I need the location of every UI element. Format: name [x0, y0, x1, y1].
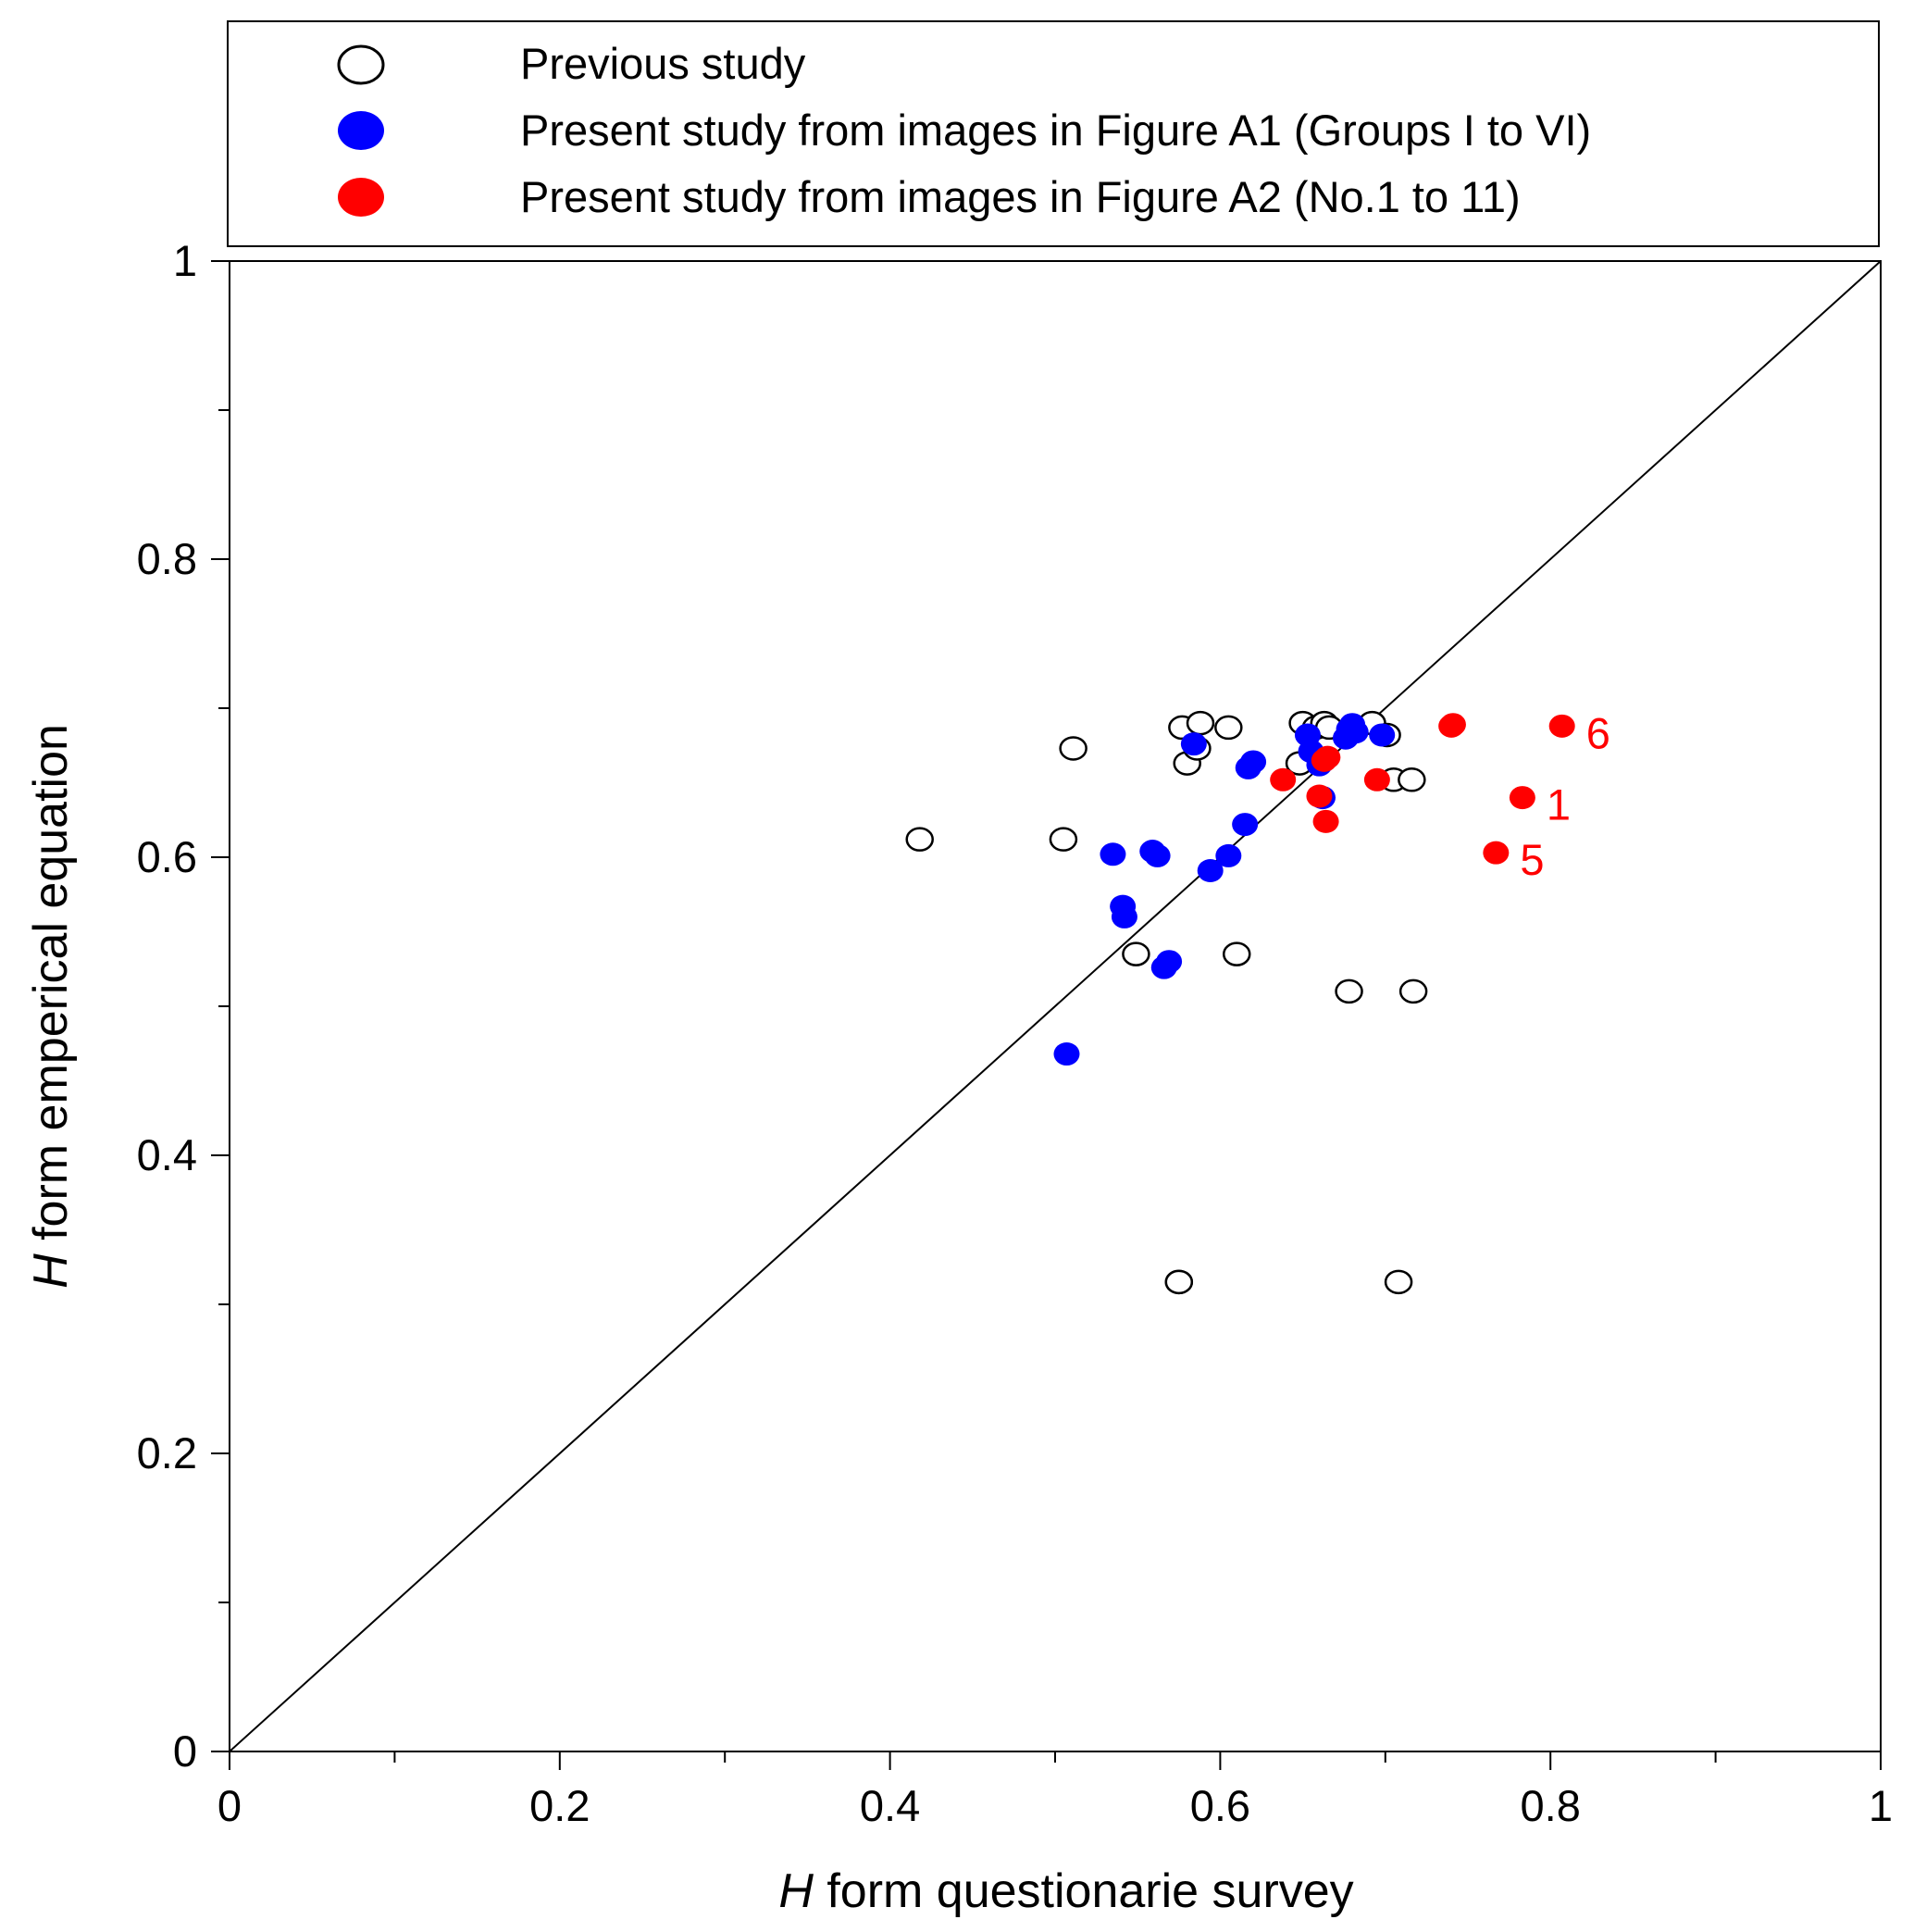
point-figure-a1 — [1342, 720, 1369, 744]
point-previous-study — [905, 827, 934, 852]
legend-label-figure-a2: Present study from images in Figure A2 (… — [520, 172, 1521, 221]
legend-marker-figure-a2 — [338, 178, 384, 217]
point-previous-study — [1398, 978, 1428, 1004]
legend-marker-figure-a1 — [338, 111, 384, 150]
point-figure-a1 — [1144, 843, 1171, 867]
point-figure-a2 — [1312, 809, 1339, 833]
point-figure-a2 — [1311, 748, 1337, 772]
x-tick-label: 0.4 — [860, 1781, 920, 1830]
x-axis: 0 0.2 0.4 0.6 0.8 1 — [218, 1751, 1893, 1830]
point-previous-study — [1335, 978, 1363, 1004]
identity-line — [229, 260, 1882, 1752]
point-figure-a2 — [1483, 841, 1510, 865]
point-figure-a1 — [1111, 904, 1137, 929]
y-tick-label: 1 — [173, 236, 197, 285]
legend: Previous study Present study from images… — [227, 20, 1880, 247]
point-figure-a1 — [1180, 732, 1207, 756]
point-figure-a2 — [1306, 784, 1333, 808]
y-tick-label: 0 — [173, 1726, 197, 1776]
legend-frame — [227, 20, 1880, 247]
x-tick-label: 0.6 — [1190, 1781, 1250, 1830]
point-previous-study — [1164, 1269, 1194, 1295]
point-previous-study — [1222, 941, 1251, 966]
point-figure-a2 — [1439, 713, 1466, 737]
y-axis-title-text: form emperical equation — [24, 724, 78, 1253]
point-previous-study — [1049, 827, 1078, 852]
point-figure-a1 — [1197, 858, 1224, 882]
x-axis-title: H form questionarie survey — [778, 1864, 1353, 1918]
point-figure-a1 — [1215, 843, 1242, 867]
point-figure-a1 — [1240, 750, 1267, 774]
point-label: 6 — [1586, 708, 1610, 757]
point-previous-study — [1059, 736, 1088, 761]
y-tick-label: 0.8 — [137, 534, 197, 583]
point-previous-study — [1398, 767, 1426, 792]
point-label: 5 — [1520, 835, 1544, 884]
point-figure-a1 — [1232, 813, 1259, 837]
y-axis-title: H form emperical equation — [24, 724, 78, 1289]
x-tick-label: 0.8 — [1521, 1781, 1581, 1830]
point-previous-study — [1214, 715, 1243, 741]
point-figure-a1 — [1369, 723, 1396, 747]
x-axis-title-variable: H — [778, 1864, 814, 1918]
legend-label-figure-a1: Present study from images in Figure A1 (… — [520, 106, 1591, 155]
y-tick-label: 0.2 — [137, 1428, 197, 1477]
y-axis: 0 0.2 0.4 0.6 0.8 1 — [137, 236, 230, 1776]
data-points: 15 6 — [905, 708, 1610, 1295]
y-tick-label: 0.6 — [137, 832, 197, 881]
y-axis-title-variable: H — [24, 1253, 78, 1289]
legend-label-previous-study: Previous study — [520, 39, 806, 88]
point-previous-study — [1384, 1269, 1413, 1295]
point-figure-a2 — [1509, 786, 1535, 810]
x-tick-label: 1 — [1869, 1781, 1893, 1830]
point-figure-a2 — [1363, 767, 1390, 791]
x-tick-label: 0.2 — [529, 1781, 590, 1830]
point-previous-study — [1122, 941, 1150, 966]
legend-marker-previous-study — [337, 44, 385, 85]
point-figure-a1 — [1053, 1042, 1080, 1066]
point-figure-a2 — [1270, 767, 1297, 791]
y-tick-label: 0.4 — [137, 1130, 197, 1179]
point-figure-a1 — [1156, 950, 1183, 974]
point-label: 1 — [1547, 780, 1571, 829]
point-previous-study — [1186, 710, 1215, 736]
point-figure-a2 — [1548, 714, 1575, 738]
x-tick-label: 0 — [218, 1781, 242, 1830]
x-axis-title-text: form questionarie survey — [814, 1864, 1354, 1918]
point-figure-a1 — [1100, 842, 1126, 866]
